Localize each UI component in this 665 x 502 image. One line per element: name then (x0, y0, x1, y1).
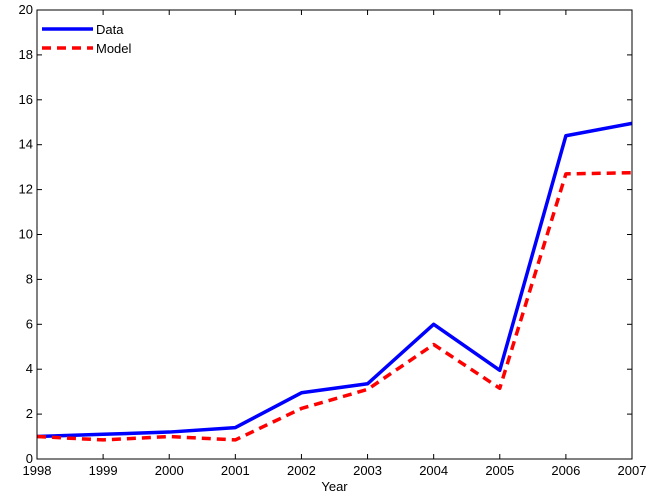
legend-label-data: Data (96, 22, 124, 37)
x-tick-label: 2003 (353, 463, 382, 478)
y-tick-label: 14 (19, 137, 33, 152)
x-tick-label: 2000 (155, 463, 184, 478)
y-tick-label: 12 (19, 182, 33, 197)
y-tick-label: 18 (19, 47, 33, 62)
y-tick-label: 0 (26, 451, 33, 466)
x-axis-title: Year (321, 479, 348, 494)
y-tick-label: 16 (19, 92, 33, 107)
y-tick-label: 4 (26, 361, 33, 376)
x-tick-label: 2001 (221, 463, 250, 478)
x-tick-label: 2007 (618, 463, 647, 478)
x-tick-label: 2006 (551, 463, 580, 478)
series-line-model (36, 171, 633, 442)
plot-area (37, 10, 632, 459)
x-tick-label: 2002 (287, 463, 316, 478)
plot-background (37, 10, 632, 459)
axes: 0 2 4 6 8 10 12 14 16 18 20 1998 1999 2000 2001 2002 200… (19, 2, 647, 478)
series-layer (36, 121, 633, 442)
series-line-data (36, 121, 633, 439)
y-tick-label: 8 (26, 271, 33, 286)
y-tick-label: 10 (19, 227, 33, 242)
y-tick-label: 6 (26, 316, 33, 331)
x-tick-label: 2004 (419, 463, 448, 478)
x-tick-label: 1999 (89, 463, 118, 478)
legend: Data Model (42, 22, 132, 56)
y-tick-label: 2 (26, 406, 33, 421)
legend-label-model: Model (96, 41, 132, 56)
x-tick-label: 2005 (485, 463, 514, 478)
y-tick-label: 20 (19, 2, 33, 17)
x-tick-label: 1998 (23, 463, 52, 478)
